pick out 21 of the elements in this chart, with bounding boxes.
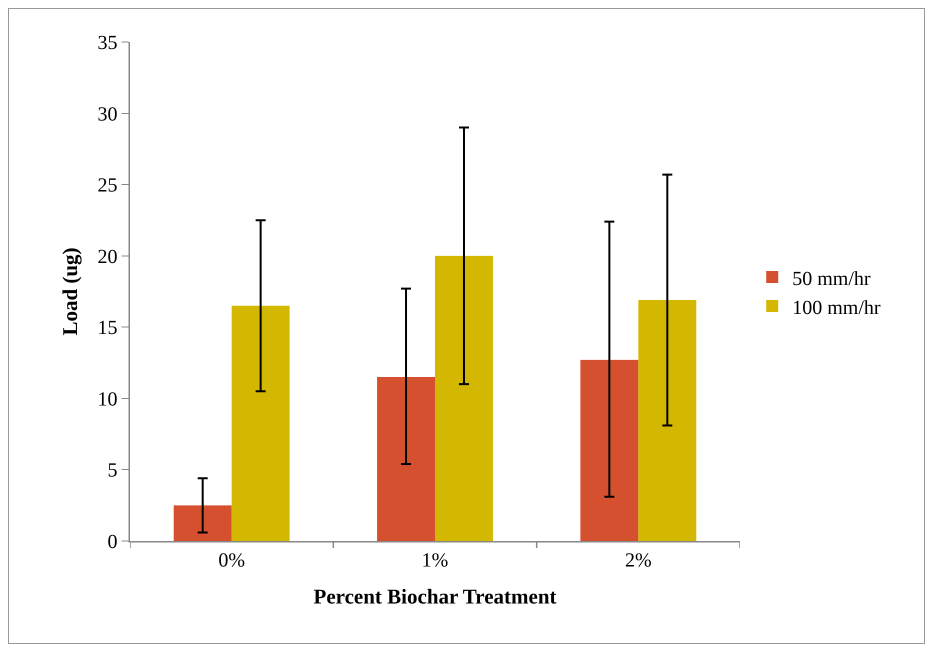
- y-tick-label: 15: [98, 317, 118, 340]
- bar: [232, 306, 290, 541]
- x-axis-title: Percent Biochar Treatment: [314, 584, 557, 608]
- bar: [580, 360, 638, 541]
- x-tick-label: 0%: [218, 550, 246, 572]
- bar: [638, 300, 696, 541]
- y-tick-label: 20: [98, 246, 118, 268]
- y-tick-label: 0: [108, 531, 118, 553]
- legend-label: 100 mm/hr: [792, 296, 881, 319]
- x-tick-label: 1%: [422, 550, 448, 572]
- legend-label: 50 mm/hr: [792, 268, 871, 290]
- y-tick-label: 5: [108, 460, 118, 482]
- x-tick-label: 2%: [624, 550, 652, 572]
- bar: [174, 505, 232, 541]
- y-tick-label: 10: [98, 388, 118, 410]
- y-tick-label: 30: [98, 103, 118, 126]
- bar: [377, 377, 435, 541]
- y-tick-label: 25: [98, 174, 118, 197]
- y-tick-label: 35: [98, 32, 118, 54]
- y-axis-title: Load (ug): [58, 247, 82, 336]
- bar: [435, 256, 493, 541]
